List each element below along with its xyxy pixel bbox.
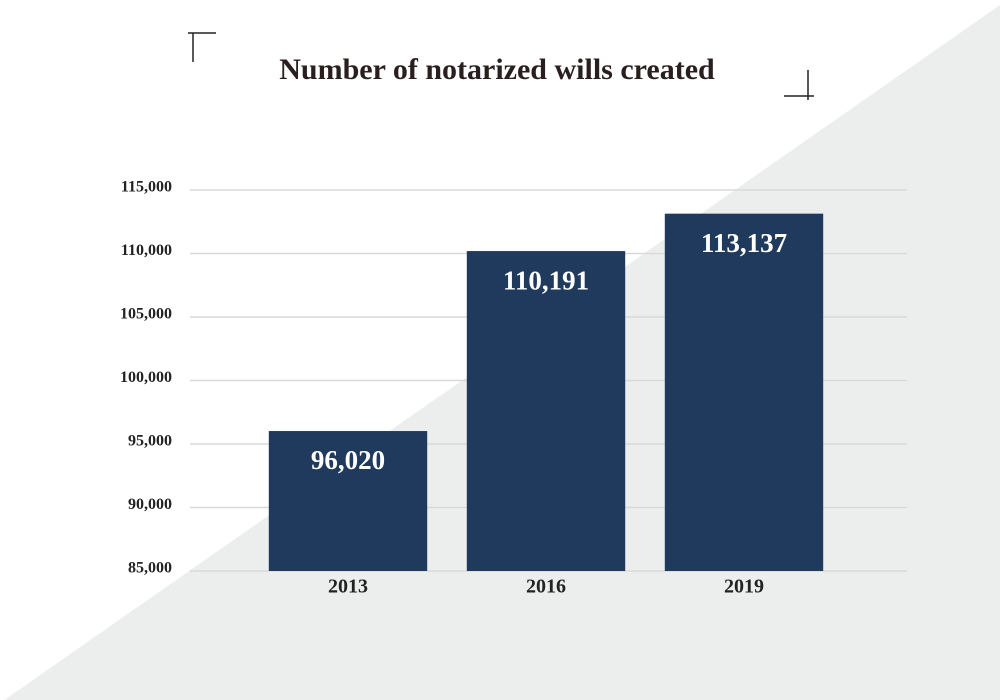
x-tick-label: 2013 bbox=[328, 576, 368, 598]
corner-mark bbox=[188, 32, 216, 62]
corner-mark bbox=[784, 70, 814, 100]
y-tick-label: 105,000 bbox=[120, 306, 172, 323]
x-tick-label: 2016 bbox=[526, 576, 566, 598]
bar bbox=[466, 251, 626, 572]
value-label: 113,137 bbox=[701, 228, 787, 258]
value-label: 96,020 bbox=[311, 445, 385, 475]
y-tick-label: 95,000 bbox=[128, 433, 172, 450]
x-tick-label: 2019 bbox=[724, 576, 764, 598]
bar bbox=[664, 213, 824, 571]
y-tick-label: 110,000 bbox=[121, 242, 172, 259]
y-tick-label: 85,000 bbox=[128, 560, 172, 577]
y-tick-label: 90,000 bbox=[128, 496, 172, 513]
y-tick-label: 100,000 bbox=[120, 369, 172, 386]
bar bbox=[268, 431, 428, 571]
chart-title: Number of notarized wills created bbox=[279, 53, 715, 86]
value-label: 110,191 bbox=[503, 265, 589, 295]
y-tick-label: 115,000 bbox=[121, 179, 172, 196]
